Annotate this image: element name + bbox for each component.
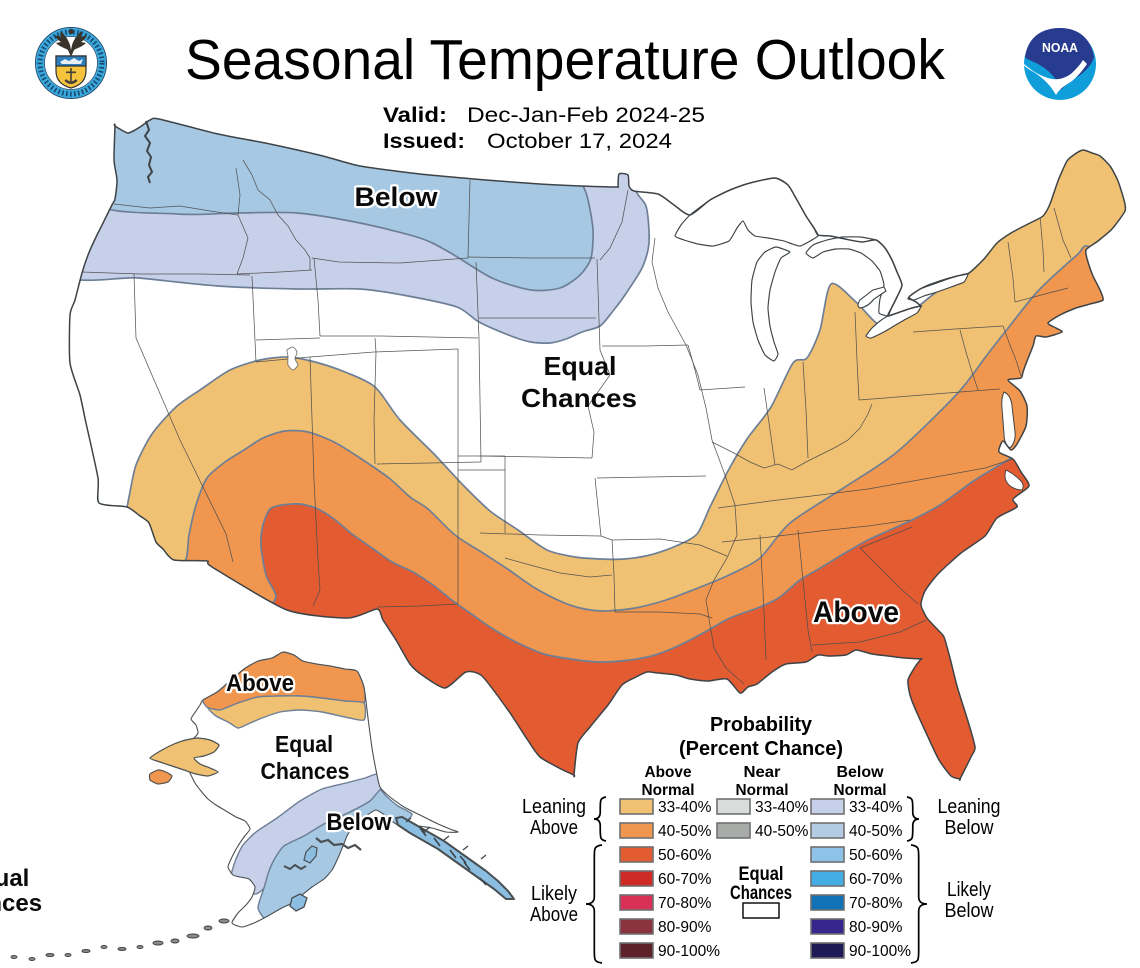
svg-text:40-50%: 40-50% [755, 823, 809, 840]
svg-text:80-90%: 80-90% [849, 919, 903, 936]
svg-text:Dec-Jan-Feb 2024-25: Dec-Jan-Feb 2024-25 [467, 104, 705, 127]
svg-text:33-40%: 33-40% [658, 799, 712, 816]
svg-text:60-70%: 60-70% [658, 871, 712, 888]
svg-text:33-40%: 33-40% [849, 799, 903, 816]
svg-text:Probability: Probability [710, 714, 813, 736]
svg-text:Below: Below [945, 817, 994, 839]
svg-text:60-70%: 60-70% [849, 871, 903, 888]
svg-text:90-100%: 90-100% [658, 943, 720, 960]
svg-text:Below: Below [355, 182, 439, 212]
svg-text:Above: Above [813, 596, 899, 629]
svg-text:Seasonal Temperature Outlook: Seasonal Temperature Outlook [185, 28, 945, 92]
svg-text:Below: Below [945, 900, 994, 922]
svg-text:Above: Above [226, 670, 294, 697]
svg-text:80-90%: 80-90% [658, 919, 712, 936]
svg-text:Equal: Equal [0, 865, 29, 892]
svg-text:Chances: Chances [730, 883, 792, 904]
svg-text:NOAA: NOAA [1042, 40, 1079, 55]
svg-text:50-60%: 50-60% [658, 847, 712, 864]
svg-text:Chances: Chances [521, 383, 637, 413]
svg-text:Below: Below [837, 764, 885, 781]
svg-text:Chances: Chances [0, 890, 42, 917]
svg-text:Equal: Equal [739, 864, 784, 885]
svg-text:33-40%: 33-40% [755, 799, 809, 816]
svg-text:Chances: Chances [261, 758, 350, 784]
svg-text:70-80%: 70-80% [849, 895, 903, 912]
svg-text:Normal: Normal [834, 782, 887, 799]
svg-text:Issued:: Issued: [383, 130, 465, 153]
svg-text:Below: Below [327, 809, 392, 836]
svg-text:40-50%: 40-50% [658, 823, 712, 840]
svg-text:Leaning: Leaning [522, 796, 586, 818]
svg-text:40-50%: 40-50% [849, 823, 903, 840]
svg-text:90-100%: 90-100% [849, 943, 911, 960]
svg-text:Normal: Normal [736, 782, 789, 799]
svg-text:Equal: Equal [544, 351, 617, 381]
svg-text:October 17, 2024: October 17, 2024 [487, 130, 672, 153]
svg-text:Valid:: Valid: [383, 104, 447, 127]
svg-text:Above: Above [530, 904, 578, 926]
svg-text:Above: Above [645, 764, 692, 781]
svg-text:Above: Above [530, 817, 578, 839]
svg-text:Leaning: Leaning [938, 796, 1001, 818]
svg-text:Normal: Normal [642, 782, 695, 799]
svg-text:Likely: Likely [947, 879, 991, 901]
svg-text:Equal: Equal [275, 731, 333, 757]
svg-text:70-80%: 70-80% [658, 895, 712, 912]
svg-text:(Percent Chance): (Percent Chance) [679, 738, 843, 760]
svg-text:Near: Near [744, 764, 781, 781]
svg-text:50-60%: 50-60% [849, 847, 903, 864]
svg-text:Likely: Likely [531, 883, 577, 905]
